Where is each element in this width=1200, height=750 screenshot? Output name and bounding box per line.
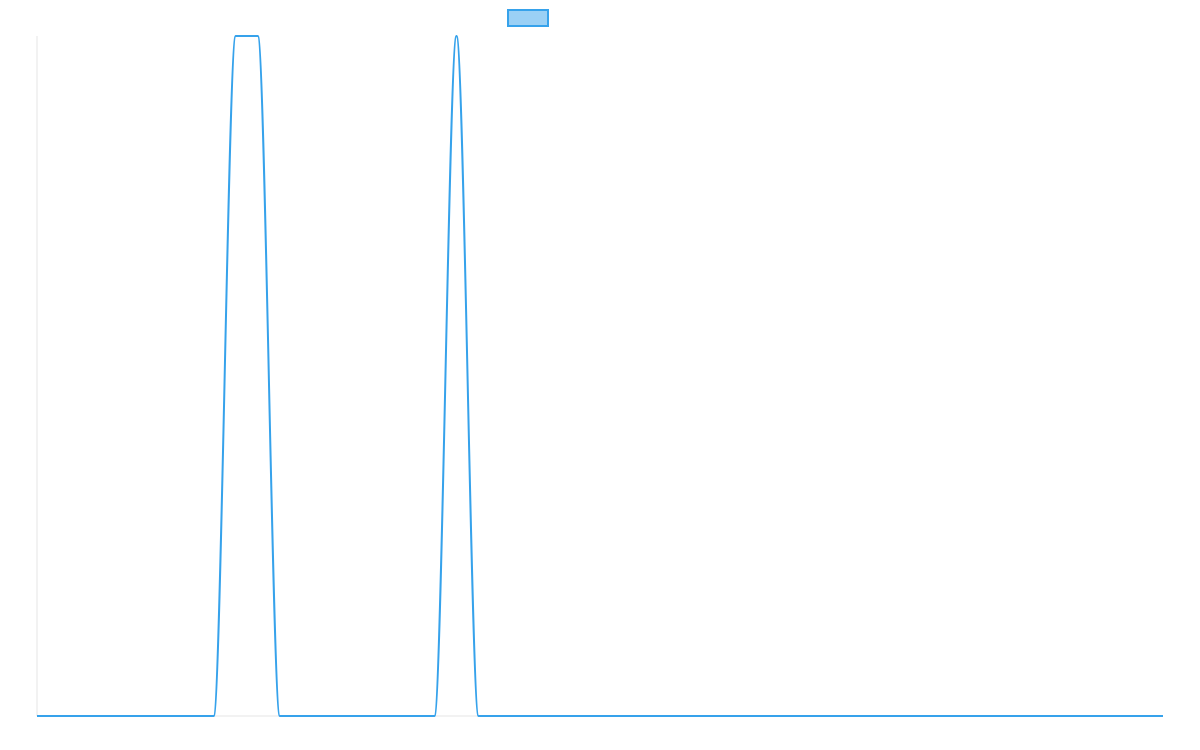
legend[interactable] bbox=[507, 9, 549, 27]
axes bbox=[36, 36, 1163, 717]
legend-swatch-0[interactable] bbox=[507, 9, 549, 27]
series-line-0[interactable] bbox=[37, 35, 1163, 717]
series-layer bbox=[37, 35, 1163, 717]
